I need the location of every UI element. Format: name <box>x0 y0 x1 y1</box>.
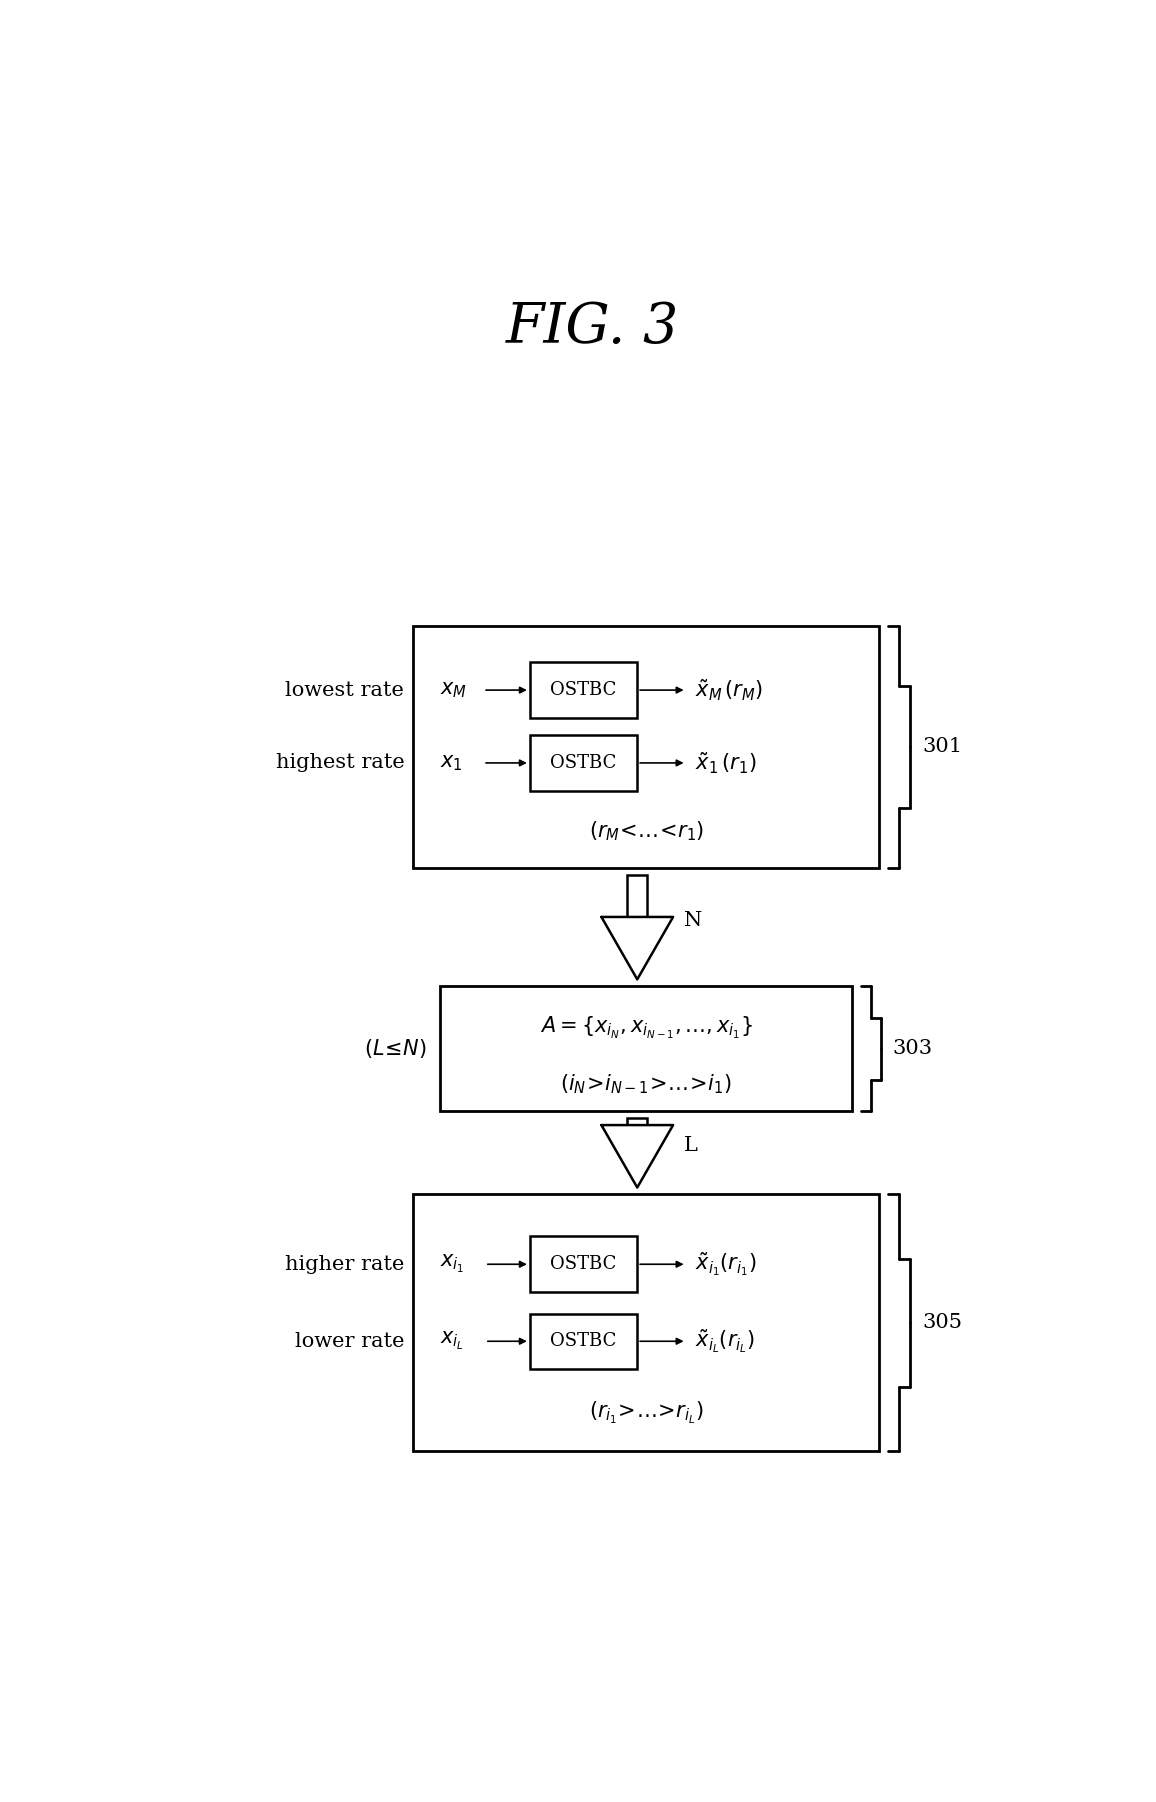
Text: highest rate: highest rate <box>275 753 405 773</box>
Text: OSTBC: OSTBC <box>550 1332 616 1350</box>
Text: $x_1$: $x_1$ <box>440 753 462 773</box>
Text: higher rate: higher rate <box>284 1254 405 1274</box>
Text: FIG. 3: FIG. 3 <box>506 299 679 355</box>
Bar <box>628 1117 647 1124</box>
Polygon shape <box>601 917 673 980</box>
Text: $x_{i_1}$: $x_{i_1}$ <box>440 1252 465 1276</box>
Bar <box>529 663 637 717</box>
Polygon shape <box>601 1124 673 1188</box>
Text: $(r_{i_1}\!>\!\ldots\!>\!r_{i_L})$: $(r_{i_1}\!>\!\ldots\!>\!r_{i_L})$ <box>588 1400 704 1425</box>
Bar <box>529 735 637 791</box>
Text: OSTBC: OSTBC <box>550 1256 616 1274</box>
Text: $(L\!\leq\!N)$: $(L\!\leq\!N)$ <box>364 1038 427 1060</box>
Text: OSTBC: OSTBC <box>550 753 616 771</box>
Text: 303: 303 <box>892 1040 933 1058</box>
Text: lowest rate: lowest rate <box>286 681 405 699</box>
Text: $x_M$: $x_M$ <box>440 681 467 699</box>
Text: $x_{i_L}$: $x_{i_L}$ <box>440 1330 465 1352</box>
Text: $(i_N\!>\!i_{N-1}\!>\!\ldots\!>\!i_1)$: $(i_N\!>\!i_{N-1}\!>\!\ldots\!>\!i_1)$ <box>561 1072 732 1096</box>
Text: $\tilde{x}_{i_L}(r_{i_L})$: $\tilde{x}_{i_L}(r_{i_L})$ <box>696 1328 755 1355</box>
Text: L: L <box>684 1137 698 1155</box>
Bar <box>414 625 880 869</box>
Text: 305: 305 <box>922 1314 962 1332</box>
Bar <box>529 1314 637 1370</box>
Text: $A=\{x_{i_N},x_{i_{N-1}},\ldots,x_{i_1}\}$: $A=\{x_{i_N},x_{i_{N-1}},\ldots,x_{i_1}\… <box>540 1015 753 1040</box>
Bar <box>440 986 852 1112</box>
Text: $\tilde{x}_1\,(r_1)$: $\tilde{x}_1\,(r_1)$ <box>696 750 757 775</box>
Text: N: N <box>684 912 702 930</box>
Bar <box>414 1195 880 1451</box>
Text: $\tilde{x}_{i_1}(r_{i_1})$: $\tilde{x}_{i_1}(r_{i_1})$ <box>696 1251 757 1278</box>
Text: lower rate: lower rate <box>295 1332 405 1352</box>
Text: OSTBC: OSTBC <box>550 681 616 699</box>
Text: 301: 301 <box>922 737 962 757</box>
Text: $\tilde{x}_M\,(r_M)$: $\tilde{x}_M\,(r_M)$ <box>696 678 763 703</box>
Bar <box>628 876 647 917</box>
Bar <box>529 1236 637 1292</box>
Text: $(r_M\!<\!\ldots\!<\!r_1)$: $(r_M\!<\!\ldots\!<\!r_1)$ <box>588 820 704 843</box>
